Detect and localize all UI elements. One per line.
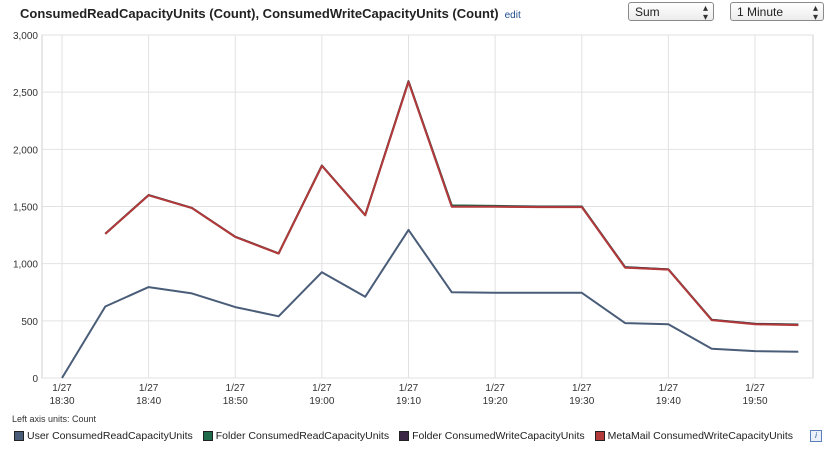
- series-line-2: [104, 80, 799, 326]
- chart-header: ConsumedReadCapacityUnits (Count), Consu…: [0, 0, 831, 30]
- up-down-chevron-icon: ▴ ▾: [702, 2, 708, 23]
- x-tick-time: 19:00: [309, 396, 334, 407]
- legend-item[interactable]: MetaMail ConsumedWriteCapacityUnits: [594, 430, 794, 442]
- legend-label: MetaMail ConsumedWriteCapacityUnits: [607, 430, 794, 442]
- series-line-4: [104, 80, 799, 327]
- x-tick-time: 19:40: [656, 396, 681, 407]
- x-tick-time: 18:50: [223, 396, 248, 407]
- series-line-1: [61, 228, 799, 379]
- x-tick-date: 1/27: [485, 383, 505, 394]
- chart-legend: User ConsumedReadCapacityUnits Folder Con…: [14, 428, 803, 444]
- legend-swatch: [14, 431, 24, 441]
- legend-swatch: [202, 431, 213, 441]
- legend-label: Folder ConsumedReadCapacityUnits: [215, 430, 390, 442]
- period-select[interactable]: 1 Minute ▴ ▾: [730, 2, 824, 23]
- y-tick-label: 500: [21, 317, 38, 328]
- x-tick-date: 1/27: [312, 383, 332, 394]
- chart-title: ConsumedReadCapacityUnits (Count), Consu…: [20, 6, 521, 21]
- x-tick-date: 1/27: [399, 383, 419, 394]
- line-chart: 0 500 1,000 1,500 2,000 2,500 3,000 1/27 18:30 1/…: [13, 31, 814, 407]
- x-tick-time: 19:10: [396, 396, 421, 407]
- up-down-chevron-icon: ▴ ▾: [812, 2, 818, 23]
- x-tick-date: 1/27: [659, 383, 679, 394]
- x-tick-time: 18:30: [49, 396, 74, 407]
- chart-title-text: ConsumedReadCapacityUnits (Count), Consu…: [20, 6, 499, 21]
- period-select-value: 1 Minute: [737, 5, 784, 19]
- x-tick-time: 19:30: [569, 396, 594, 407]
- x-tick-date: 1/27: [139, 383, 159, 394]
- x-tick-date: 1/27: [572, 383, 592, 394]
- axis-units-label: Left axis units: Count: [12, 414, 97, 424]
- legend-item[interactable]: Folder ConsumedReadCapacityUnits: [202, 430, 390, 442]
- x-tick-date: 1/27: [745, 383, 765, 394]
- x-tick-time: 18:40: [136, 396, 161, 407]
- legend-swatch: [399, 431, 410, 441]
- y-tick-label: 0: [32, 374, 38, 385]
- legend-item[interactable]: Folder ConsumedWriteCapacityUnits: [399, 430, 585, 442]
- x-tick-time: 19:50: [743, 396, 768, 407]
- y-tick-label: 2,500: [13, 88, 38, 99]
- legend-label: Folder ConsumedWriteCapacityUnits: [412, 430, 585, 442]
- legend-swatch: [594, 431, 605, 441]
- x-tick-time: 19:20: [483, 396, 508, 407]
- y-tick-label: 3,000: [13, 31, 38, 42]
- y-tick-label: 1,500: [13, 203, 38, 214]
- info-icon[interactable]: i: [810, 430, 822, 442]
- statistic-select[interactable]: Sum ▴ ▾: [628, 2, 714, 23]
- edit-title-link[interactable]: edit: [504, 10, 521, 21]
- x-tick-date: 1/27: [52, 383, 72, 394]
- y-tick-label: 2,000: [13, 145, 38, 156]
- statistic-select-value: Sum: [635, 5, 660, 19]
- x-tick-date: 1/27: [226, 383, 246, 394]
- legend-label: User ConsumedReadCapacityUnits: [27, 430, 193, 442]
- legend-item[interactable]: User ConsumedReadCapacityUnits: [14, 430, 193, 442]
- y-tick-label: 1,000: [13, 260, 38, 271]
